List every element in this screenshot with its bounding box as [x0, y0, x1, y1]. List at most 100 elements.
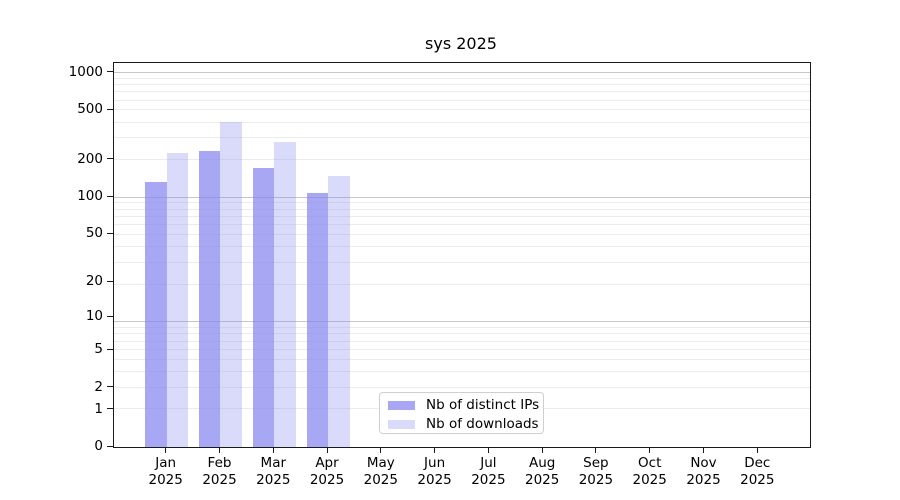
legend-swatch-downloads: [388, 420, 415, 429]
legend-item-distinct-ips: Nb of distinct IPs: [388, 396, 539, 415]
x-tick-label-month: Jun: [424, 455, 446, 471]
gridline-minor: [114, 109, 810, 111]
y-tick: [107, 232, 113, 234]
x-tick-label: Aug 2025: [510, 455, 574, 489]
y-tick: [107, 315, 113, 317]
y-tick-label: 1000: [68, 63, 103, 80]
gridline-minor: [114, 283, 810, 285]
y-tick-label: 50: [85, 225, 103, 242]
y-tick-label: 10: [85, 308, 103, 325]
bars-layer: [114, 63, 810, 447]
y-tick-label: 100: [77, 188, 103, 205]
x-tick-label: Jan 2025: [134, 455, 198, 489]
gridline-minor: [114, 91, 810, 93]
legend-item-downloads: Nb of downloads: [388, 415, 539, 434]
gridline-minor: [114, 77, 810, 79]
gridline-minor: [114, 121, 810, 123]
x-tick-label: Sep 2025: [564, 455, 628, 489]
x-tick: [380, 447, 382, 453]
gridline-minor: [114, 99, 810, 101]
y-tick-label: 0: [94, 438, 103, 454]
y-tick-label: 20: [85, 273, 103, 290]
x-tick-label-year: 2025: [309, 472, 345, 488]
y-tick-label: 500: [77, 101, 103, 118]
bar-distinct-ips-apr: [306, 192, 329, 447]
bar-distinct-ips-mar: [252, 167, 275, 447]
x-tick: [165, 447, 167, 453]
x-tick-label: Nov 2025: [672, 455, 736, 489]
y-tick: [107, 280, 113, 282]
x-tick-label-month: Jan: [155, 455, 177, 471]
grid-layer: [114, 63, 810, 447]
gridline-major: [114, 321, 810, 323]
y-tick-label: 5: [94, 341, 103, 357]
legend-swatch-distinct-ips: [388, 401, 415, 410]
x-tick: [434, 447, 436, 453]
x-tick-label-month: Mar: [260, 455, 287, 471]
x-tick-label-year: 2025: [471, 472, 506, 488]
y-tick: [107, 408, 113, 409]
x-tick: [541, 447, 543, 453]
x-tick: [487, 447, 489, 453]
gridline-minor: [114, 215, 810, 217]
gridline-minor: [114, 340, 810, 342]
x-tick: [649, 447, 651, 453]
x-tick-label-month: Aug: [529, 455, 556, 471]
x-tick-label-year: 2025: [740, 472, 775, 488]
x-tick-label-month: May: [366, 455, 395, 471]
x-tick-label: Jul 2025: [456, 455, 520, 489]
x-tick-label-year: 2025: [632, 472, 667, 488]
gridline-minor: [114, 386, 810, 388]
gridline-minor: [114, 358, 810, 360]
bar-downloads-jan: [166, 152, 189, 447]
gridline-minor: [114, 224, 810, 226]
gridline-minor: [114, 246, 810, 248]
y-tick: [107, 158, 113, 160]
y-tick: [107, 445, 113, 447]
y-tick: [107, 386, 113, 387]
y-tick-label: 2: [94, 378, 103, 395]
x-tick-label-year: 2025: [578, 472, 614, 488]
bar-downloads-apr: [328, 176, 350, 447]
y-tick: [107, 71, 113, 73]
x-tick-label: Feb 2025: [188, 455, 252, 489]
y-tick-label: 200: [77, 150, 103, 167]
gridline-major: [114, 196, 810, 198]
x-tick: [703, 447, 704, 453]
gridline-minor: [114, 333, 810, 335]
x-tick-label: Dec 2025: [725, 455, 789, 489]
x-tick-label-year: 2025: [525, 472, 560, 488]
bar-downloads-feb: [220, 121, 242, 447]
x-tick-label: Apr 2025: [295, 455, 359, 489]
gridline-minor: [114, 370, 810, 372]
x-tick-label-year: 2025: [363, 472, 398, 488]
x-tick-label: May 2025: [349, 455, 413, 489]
legend-label-downloads: Nb of downloads: [426, 416, 539, 432]
gridline-minor: [114, 137, 810, 139]
x-tick-label: Oct 2025: [618, 455, 682, 489]
x-tick-label: Jun 2025: [403, 455, 467, 489]
x-tick: [219, 447, 220, 453]
y-tick: [107, 108, 113, 110]
bar-downloads-mar: [274, 141, 296, 447]
gridline-minor: [114, 208, 810, 210]
x-tick-label-month: Jul: [480, 455, 497, 471]
gridline-minor: [114, 202, 810, 204]
x-tick: [326, 447, 328, 453]
plot-area: [113, 62, 811, 448]
x-tick: [756, 447, 758, 453]
gridline-major: [114, 71, 810, 73]
x-tick-label-month: Apr: [315, 455, 339, 471]
chart-title: sys 2025: [425, 34, 497, 53]
x-tick-label-month: Nov: [690, 455, 717, 471]
legend-label-distinct-ips: Nb of distinct IPs: [426, 397, 540, 413]
gridline-minor: [114, 84, 810, 86]
x-tick-label-year: 2025: [256, 472, 291, 488]
x-tick-label-month: Sep: [583, 455, 609, 471]
x-tick-label-month: Dec: [744, 455, 771, 471]
bar-distinct-ips-feb: [198, 151, 221, 447]
x-tick-label-year: 2025: [202, 472, 237, 488]
x-tick-label-month: Feb: [207, 455, 232, 471]
legend: Nb of distinct IPs Nb of downloads: [379, 392, 544, 434]
gridline-minor: [114, 234, 810, 236]
